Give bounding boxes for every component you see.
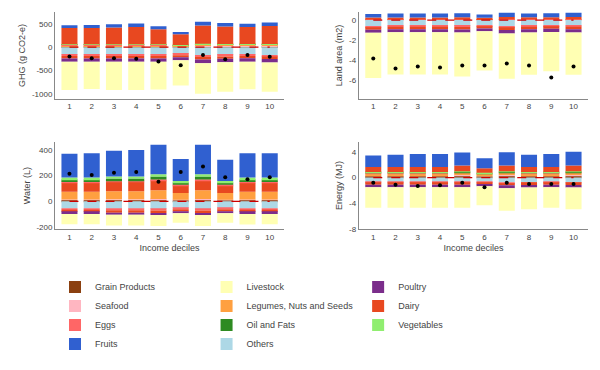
svg-text:0: 0 bbox=[48, 43, 53, 52]
svg-text:2: 2 bbox=[393, 233, 398, 242]
svg-text:Fruits: Fruits bbox=[95, 339, 118, 349]
svg-text:3: 3 bbox=[112, 233, 117, 242]
svg-text:Legumes, Nuts and Seeds: Legumes, Nuts and Seeds bbox=[247, 301, 354, 311]
svg-text:6: 6 bbox=[482, 102, 487, 111]
svg-text:-500: -500 bbox=[36, 66, 53, 75]
svg-text:6: 6 bbox=[482, 233, 487, 242]
svg-text:6: 6 bbox=[178, 102, 183, 111]
svg-text:10: 10 bbox=[569, 102, 578, 111]
svg-text:2: 2 bbox=[89, 233, 94, 242]
svg-text:0: 0 bbox=[352, 16, 357, 25]
svg-text:0: 0 bbox=[48, 197, 53, 206]
svg-text:4: 4 bbox=[438, 233, 443, 242]
svg-text:3: 3 bbox=[416, 102, 421, 111]
svg-text:Land area (m2): Land area (m2) bbox=[334, 25, 344, 87]
svg-text:6: 6 bbox=[178, 233, 183, 242]
svg-text:9: 9 bbox=[245, 102, 250, 111]
svg-text:-1000: -1000 bbox=[32, 90, 53, 99]
svg-text:7: 7 bbox=[201, 233, 206, 242]
svg-text:9: 9 bbox=[245, 233, 250, 242]
svg-text:-4: -4 bbox=[349, 199, 357, 208]
svg-text:GHG (g CO2-e): GHG (g CO2-e) bbox=[17, 24, 27, 87]
svg-text:200: 200 bbox=[39, 171, 53, 180]
svg-text:Energy (MJ): Energy (MJ) bbox=[334, 161, 344, 210]
svg-text:Income deciles: Income deciles bbox=[443, 243, 504, 253]
svg-text:9: 9 bbox=[549, 233, 554, 242]
svg-text:4: 4 bbox=[134, 102, 139, 111]
svg-text:5: 5 bbox=[460, 233, 465, 242]
svg-text:0: 0 bbox=[352, 173, 357, 182]
svg-text:-6: -6 bbox=[349, 76, 357, 85]
svg-text:1: 1 bbox=[371, 233, 376, 242]
svg-text:-4: -4 bbox=[349, 56, 357, 65]
svg-text:3: 3 bbox=[416, 233, 421, 242]
svg-text:7: 7 bbox=[505, 102, 510, 111]
svg-text:1: 1 bbox=[67, 233, 72, 242]
svg-text:-8: -8 bbox=[349, 225, 357, 234]
svg-text:Oil and Fats: Oil and Fats bbox=[247, 320, 296, 330]
svg-text:3: 3 bbox=[112, 102, 117, 111]
svg-text:9: 9 bbox=[549, 102, 554, 111]
svg-text:-200: -200 bbox=[36, 223, 53, 232]
svg-text:5: 5 bbox=[156, 102, 161, 111]
svg-text:10: 10 bbox=[265, 233, 274, 242]
svg-text:4: 4 bbox=[352, 148, 357, 157]
svg-text:Dairy: Dairy bbox=[398, 301, 420, 311]
svg-text:Grain Products: Grain Products bbox=[95, 282, 156, 292]
svg-text:7: 7 bbox=[201, 102, 206, 111]
svg-text:2: 2 bbox=[393, 102, 398, 111]
svg-text:4: 4 bbox=[134, 233, 139, 242]
svg-text:7: 7 bbox=[505, 233, 510, 242]
svg-text:Poultry: Poultry bbox=[398, 282, 427, 292]
svg-text:Eggs: Eggs bbox=[95, 320, 116, 330]
svg-text:8: 8 bbox=[527, 233, 532, 242]
svg-text:8: 8 bbox=[223, 233, 228, 242]
svg-text:5: 5 bbox=[156, 233, 161, 242]
svg-text:500: 500 bbox=[39, 20, 53, 29]
svg-text:400: 400 bbox=[39, 146, 53, 155]
svg-text:5: 5 bbox=[460, 102, 465, 111]
svg-text:8: 8 bbox=[527, 102, 532, 111]
svg-text:10: 10 bbox=[265, 102, 274, 111]
svg-text:8: 8 bbox=[223, 102, 228, 111]
svg-text:Others: Others bbox=[247, 339, 275, 349]
svg-text:Income deciles: Income deciles bbox=[140, 243, 201, 253]
svg-text:Seafood: Seafood bbox=[95, 301, 129, 311]
svg-text:4: 4 bbox=[438, 102, 443, 111]
svg-text:Water (L): Water (L) bbox=[22, 167, 32, 204]
svg-text:Livestock: Livestock bbox=[247, 282, 285, 292]
svg-text:10: 10 bbox=[569, 233, 578, 242]
svg-text:Vegetables: Vegetables bbox=[398, 320, 443, 330]
svg-text:1: 1 bbox=[371, 102, 376, 111]
svg-text:-2: -2 bbox=[349, 36, 357, 45]
svg-text:2: 2 bbox=[89, 102, 94, 111]
svg-text:1: 1 bbox=[67, 102, 72, 111]
